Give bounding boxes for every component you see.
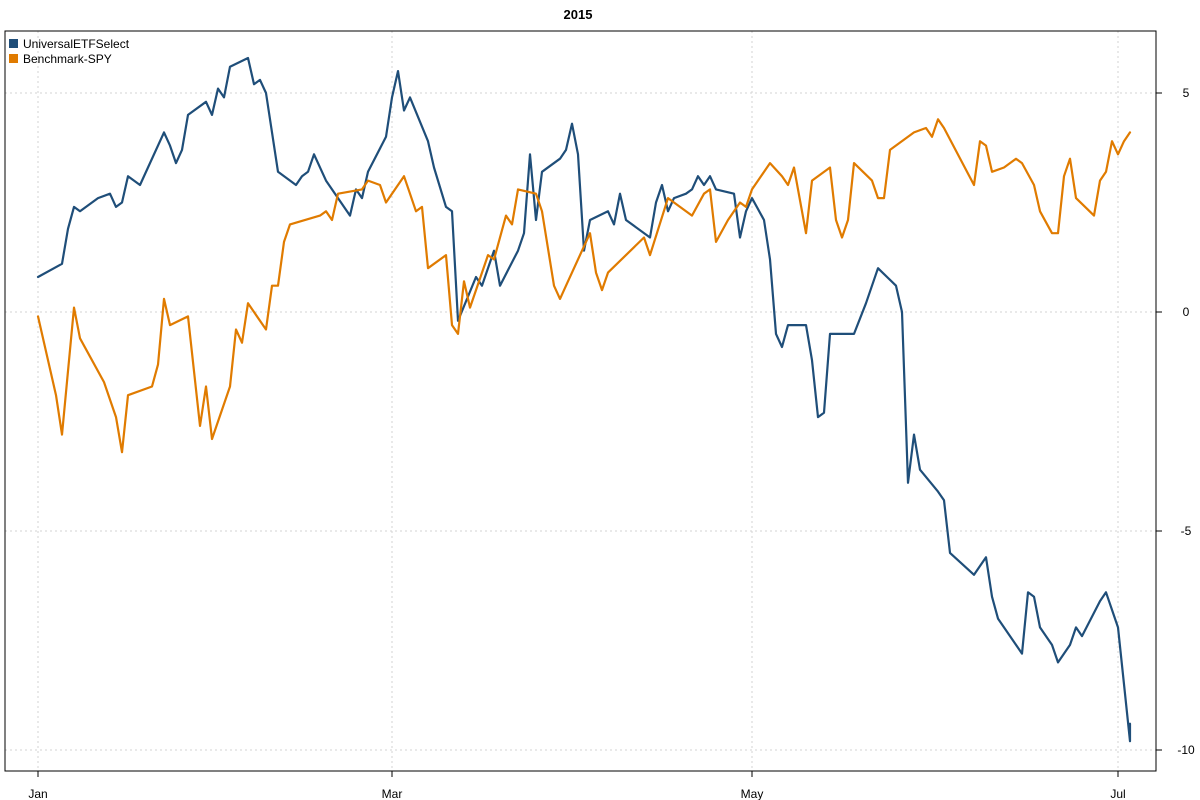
plot-area-frame [4, 30, 1157, 772]
y-axis: 5 0 -5 -10 [1156, 86, 1195, 757]
legend: UniversalETFSelect Benchmark-SPY [9, 37, 130, 66]
series-lines [36, 56, 1132, 743]
series-line-benchmark-spy [36, 118, 1132, 454]
legend-label-benchmark-spy: Benchmark-SPY [23, 52, 112, 66]
y-tick-label: -10 [1177, 743, 1195, 757]
legend-swatch-universaletfselect [9, 39, 18, 48]
legend-label-universaletfselect: UniversalETFSelect [23, 37, 130, 51]
x-tick-label: Jan [28, 787, 47, 800]
x-tick-label: Mar [382, 787, 403, 800]
series-line-universaletfselect [36, 56, 1132, 743]
y-tick-label: 5 [1183, 86, 1190, 100]
y-tick-label: -5 [1181, 524, 1192, 538]
chart-title: 2015 [564, 7, 593, 22]
grid-lines [5, 31, 1156, 771]
x-tick-label: May [741, 787, 764, 800]
legend-swatch-benchmark-spy [9, 54, 18, 63]
x-tick-label: Jul [1110, 787, 1125, 800]
y-tick-label: 0 [1183, 305, 1190, 319]
x-axis: Jan Mar May Jul [28, 771, 1126, 800]
